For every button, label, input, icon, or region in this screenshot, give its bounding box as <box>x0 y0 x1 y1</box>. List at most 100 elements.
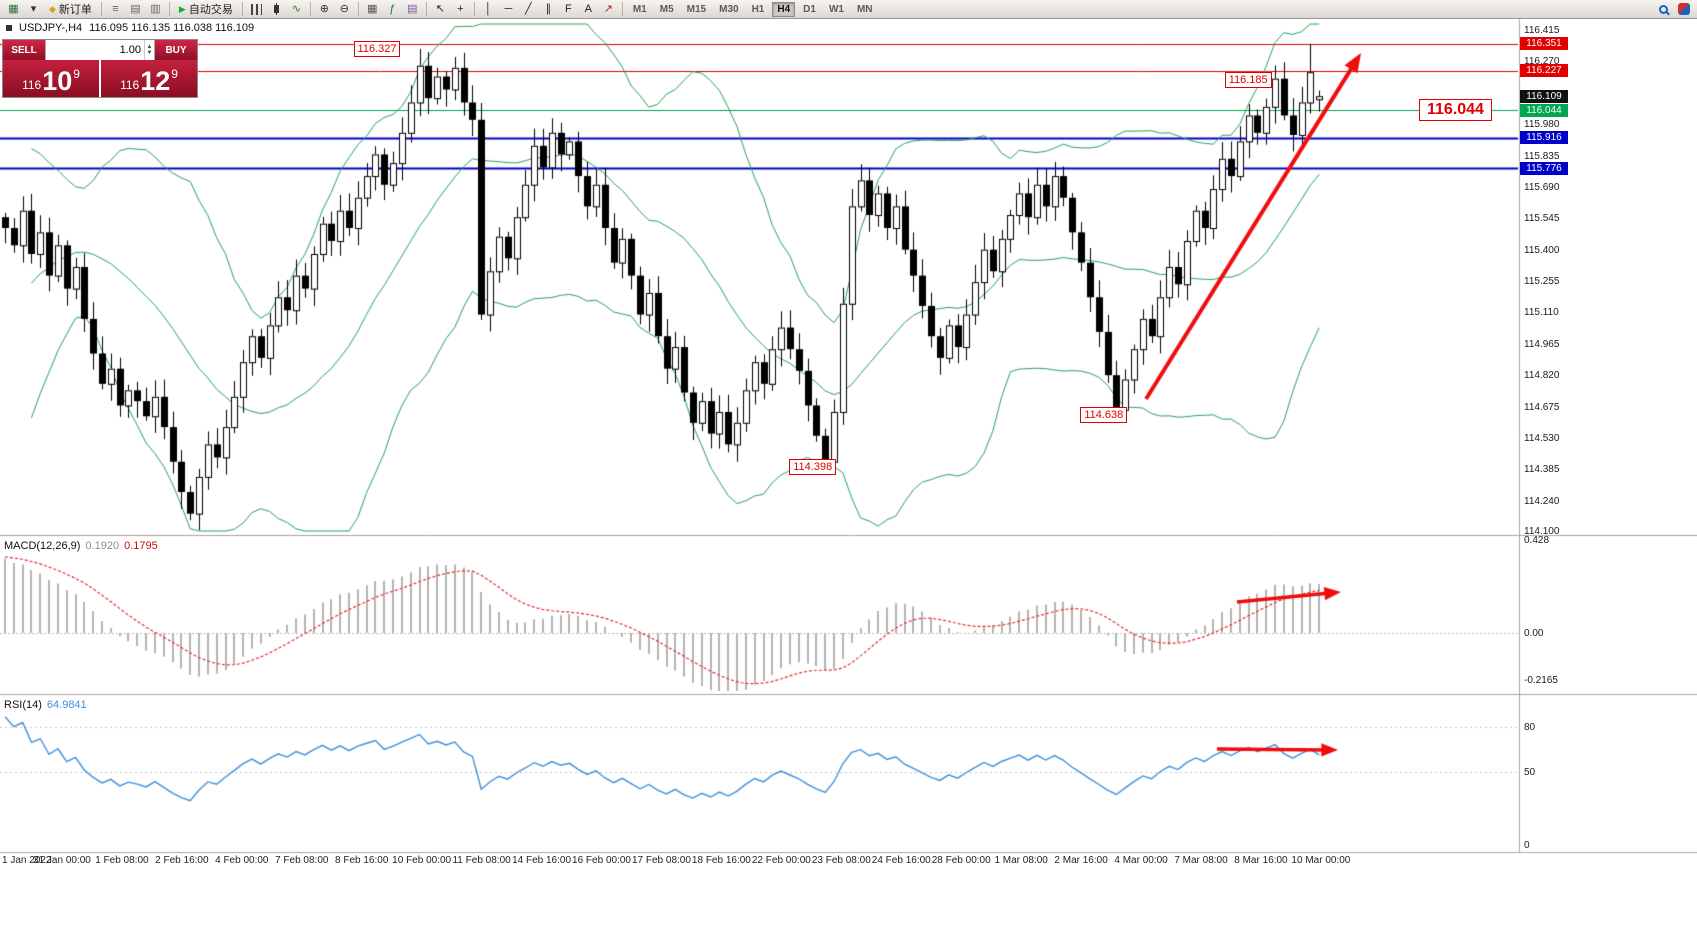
ask-price-button[interactable]: 116 12 9 <box>101 60 197 97</box>
rsi-axis-label: 0 <box>1524 840 1530 851</box>
indicators-icon[interactable]: ƒ <box>389 2 396 15</box>
search-icon[interactable] <box>1654 1 1673 17</box>
price-tag: 116.044 <box>1520 103 1568 117</box>
print-icon[interactable]: ≡ <box>112 2 119 15</box>
horizontal-line-icon[interactable]: ─ <box>504 2 513 15</box>
annotation-label[interactable]: 116.044 <box>1419 99 1492 121</box>
annotation-label[interactable]: 114.638 <box>1080 406 1128 423</box>
toolbar-separator <box>168 2 170 16</box>
fibonacci-icon[interactable]: F <box>564 2 572 15</box>
timeframe-button-d1[interactable]: D1 <box>803 3 816 15</box>
time-label: 8 Mar 16:00 <box>1234 855 1288 866</box>
chart-window-icon[interactable]: ▤ <box>130 2 141 15</box>
toolbar-separator <box>473 2 475 16</box>
time-label: 10 Mar 00:00 <box>1291 855 1351 866</box>
ask-point: 9 <box>171 67 178 81</box>
price-tick: 116.270 <box>1524 56 1560 68</box>
time-label: 8 Feb 16:00 <box>335 855 389 866</box>
macd-axis-label: 0.428 <box>1524 535 1550 547</box>
macd-signal-value: 0.1795 <box>124 540 158 552</box>
timeframe-button-m5[interactable]: M5 <box>659 3 674 15</box>
time-label: 1 Feb 08:00 <box>95 855 149 866</box>
ohlc-readout: 116.095 116.135 116.038 116.109 <box>89 22 255 34</box>
annotation-label[interactable]: 114.398 <box>789 458 837 475</box>
toolbar-separator <box>357 2 359 16</box>
bar-chart-icon[interactable] <box>247 1 266 17</box>
timeframe-button-m1[interactable]: M1 <box>632 3 647 15</box>
macd-indicator-label: MACD(12,26,9) 0.1920 0.1795 <box>4 540 158 552</box>
volume-input[interactable] <box>46 40 144 60</box>
one-click-trading-panel: SELL ▲▼ BUY 116 10 9 116 12 9 <box>2 39 198 98</box>
time-label: 4 Feb 00:00 <box>215 855 269 866</box>
trendline-icon[interactable]: ╱ <box>525 2 532 15</box>
chart-bullet-icon <box>6 25 12 31</box>
zoom-out-icon[interactable]: ⊖ <box>339 2 349 15</box>
price-tick: 115.835 <box>1524 150 1560 162</box>
macd-main-value: 0.1920 <box>85 540 120 552</box>
rsi-axis-label: 50 <box>1524 766 1536 778</box>
rsi-axis-label: 80 <box>1524 722 1536 734</box>
time-label: 16 Feb 00:00 <box>572 855 631 866</box>
time-label: 28 Feb 00:00 <box>931 855 991 866</box>
line-chart-icon[interactable]: ∿ <box>291 2 301 15</box>
timeframe-button-m30[interactable]: M30 <box>719 3 739 15</box>
new-chart-icon[interactable]: ▦ <box>8 2 19 15</box>
candlestick-chart-icon[interactable] <box>267 1 286 17</box>
templates-icon[interactable]: ▤ <box>407 2 418 15</box>
timeframe-button-w1[interactable]: W1 <box>828 3 844 15</box>
zoom-in-icon[interactable]: ⊕ <box>319 2 329 15</box>
time-label: 1 Mar 08:00 <box>994 855 1048 866</box>
price-tick: 115.545 <box>1524 213 1560 225</box>
timeframe-button-h4[interactable]: H4 <box>772 1 796 17</box>
timeframe-button-m15[interactable]: M15 <box>686 3 707 15</box>
price-tick: 116.415 <box>1524 25 1560 36</box>
price-tag: 116.351 <box>1520 37 1568 51</box>
price-tag: 116.227 <box>1520 64 1568 78</box>
buy-button[interactable]: BUY <box>155 40 197 60</box>
new-order-button[interactable]: ◆ 新订单 <box>44 1 97 17</box>
annotation-label[interactable]: 116.327 <box>353 41 401 58</box>
search-icon <box>1659 4 1668 14</box>
price-tag: 115.916 <box>1520 131 1568 145</box>
time-label: 18 Feb 16:00 <box>691 855 751 866</box>
community-icon[interactable] <box>1674 1 1693 17</box>
price-tick: 114.820 <box>1524 370 1560 382</box>
toolbar-separator <box>309 2 311 16</box>
toolbar-separator <box>621 2 623 16</box>
main-toolbar: ▦ ▾ ◆ 新订单 ≡ ▤ ▥ ▶ 自动交易 ∿ ⊕ ⊖ ▦ ƒ ▤ ↖ + │ ─ ╱ ∥ F A ↗ M1 M5 M15 M30 H… <box>0 0 1697 19</box>
tile-windows-icon[interactable]: ▦ <box>367 2 378 15</box>
chart-list-dropdown-icon[interactable]: ▾ <box>30 2 37 15</box>
timeframe-button-mn[interactable]: MN <box>856 3 873 15</box>
new-order-button-label: 新订单 <box>58 4 92 16</box>
price-tick: 115.255 <box>1524 276 1560 288</box>
price-tick: 114.240 <box>1524 495 1560 507</box>
cursor-icon[interactable]: ↖ <box>435 2 445 15</box>
chart-title: USDJPY-,H4 116.095 116.135 116.038 116.1… <box>6 22 254 34</box>
price-tick: 114.675 <box>1524 401 1560 413</box>
bar-chart-icon <box>250 3 262 15</box>
time-label: 31 Jan 00:00 <box>33 855 91 866</box>
time-label: 14 Feb 16:00 <box>512 855 572 866</box>
time-label: 23 Feb 08:00 <box>811 855 871 866</box>
macd-axis-label: -0.2165 <box>1524 674 1558 686</box>
arrow-object-icon[interactable]: ↗ <box>603 2 613 15</box>
sell-button[interactable]: SELL <box>3 40 45 60</box>
auto-trading-button-label: 自动交易 <box>188 4 233 16</box>
bid-price-button[interactable]: 116 10 9 <box>3 60 99 97</box>
time-label: 4 Mar 00:00 <box>1114 855 1168 866</box>
timeframe-button-h1[interactable]: H1 <box>751 3 765 15</box>
time-label: 22 Feb 00:00 <box>751 855 811 866</box>
price-tick: 114.530 <box>1524 432 1560 444</box>
volume-spinner[interactable]: ▲ ▼ <box>143 40 154 60</box>
rsi-indicator-label: RSI(14) 64.9841 <box>4 699 87 711</box>
community-icon <box>1677 3 1690 15</box>
auto-trading-button[interactable]: ▶ 自动交易 <box>174 1 238 17</box>
vertical-line-icon[interactable]: │ <box>484 2 492 15</box>
crosshair-icon[interactable]: + <box>457 2 464 15</box>
text-label-icon[interactable]: A <box>584 2 593 15</box>
data-window-icon[interactable]: ▥ <box>150 2 161 15</box>
bid-point: 9 <box>73 67 80 81</box>
channel-icon[interactable]: ∥ <box>545 2 552 15</box>
annotation-label[interactable]: 116.185 <box>1224 71 1272 88</box>
